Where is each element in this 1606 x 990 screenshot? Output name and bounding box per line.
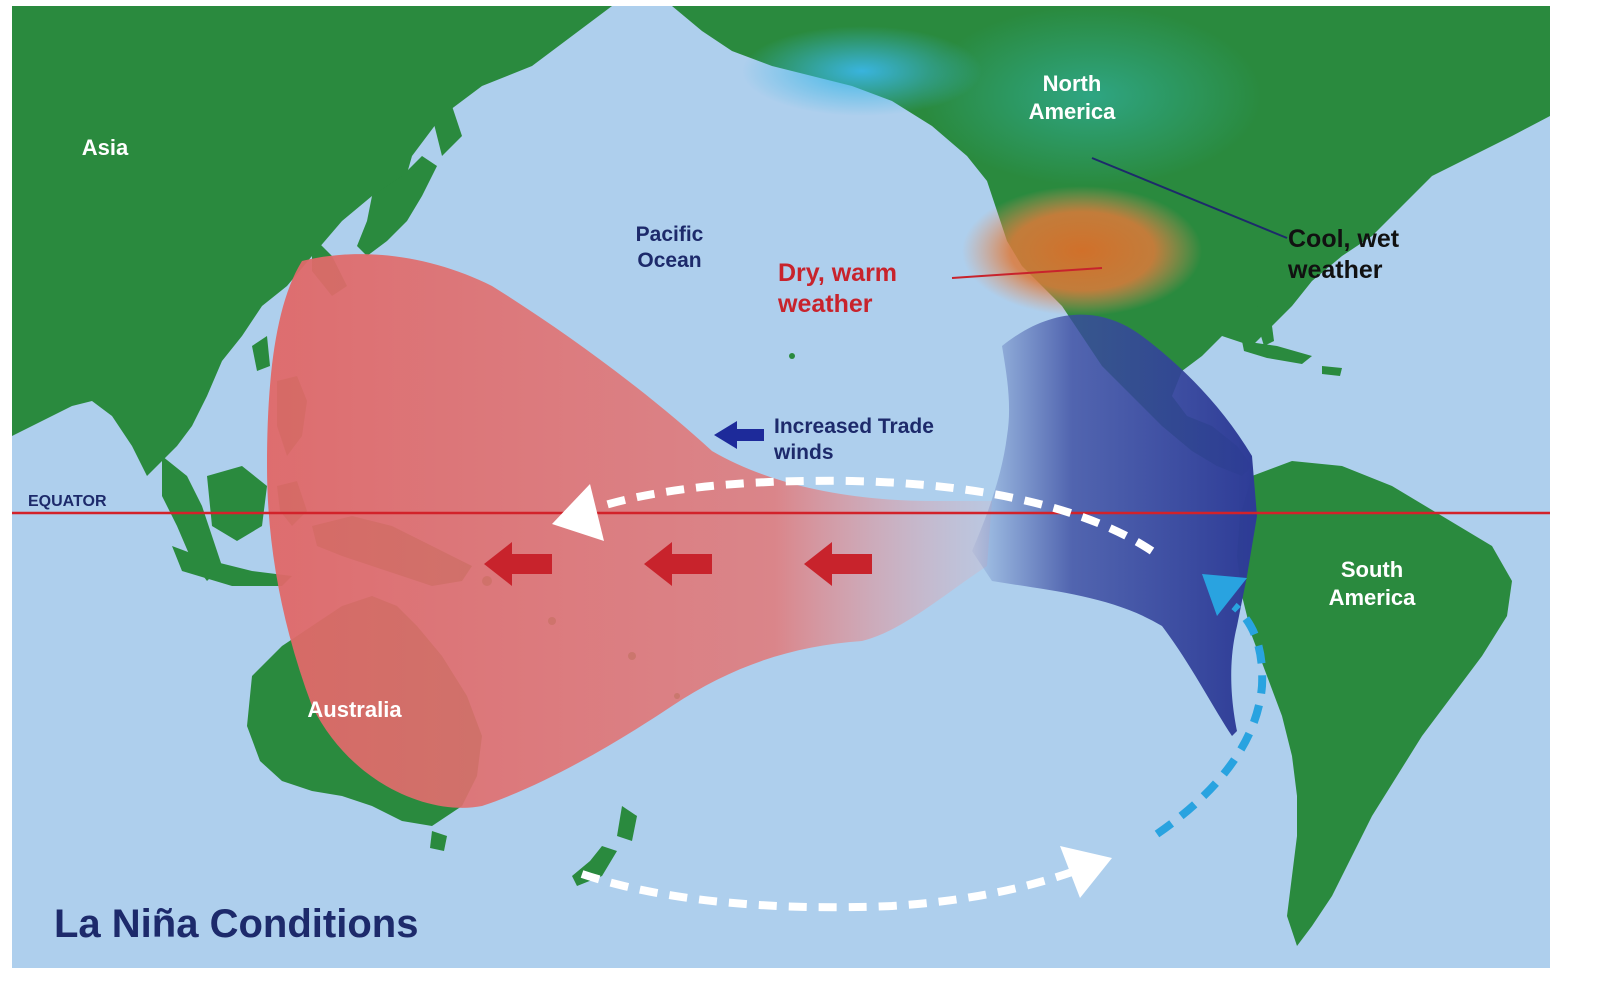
white-arrowhead-icon bbox=[552, 484, 604, 541]
label-australia: Australia bbox=[307, 697, 402, 722]
warm-water-pool bbox=[267, 254, 992, 808]
white-dashed-arrow-upper bbox=[600, 476, 1155, 555]
dry-warm-pointer bbox=[951, 267, 1103, 279]
label-south-america: South America bbox=[1328, 557, 1416, 610]
alaska-cool-zone bbox=[742, 26, 982, 116]
red-arrow-icon-group bbox=[484, 542, 872, 586]
red-arrow-icon bbox=[484, 542, 552, 586]
la-nina-map: Asia North America South America Austral… bbox=[12, 6, 1550, 968]
label-pacific-ocean: Pacific Ocean bbox=[635, 223, 704, 273]
map-title: La Niña Conditions bbox=[54, 902, 419, 946]
light-blue-dashed-arrow bbox=[1154, 602, 1267, 838]
white-arrowhead-icon bbox=[1060, 846, 1112, 898]
red-arrow-icon bbox=[804, 542, 872, 586]
light-blue-arrowhead-icon bbox=[1202, 574, 1247, 616]
south-america-landmass bbox=[1237, 461, 1512, 946]
label-north-america: North America bbox=[1028, 71, 1116, 124]
map-graphic bbox=[12, 6, 1550, 946]
label-dry-warm: Dry, warm weather bbox=[778, 259, 898, 319]
dry-warm-zone bbox=[962, 186, 1202, 316]
label-trade-winds: Increased Trade winds bbox=[774, 415, 934, 465]
cool-water-tongue bbox=[972, 314, 1257, 736]
red-arrow-icon bbox=[644, 542, 712, 586]
trade-wind-arrow-icon bbox=[714, 421, 764, 449]
label-cool-wet: Cool, wet weather bbox=[1288, 225, 1400, 285]
cool-wet-zone bbox=[922, 6, 1262, 186]
label-asia: Asia bbox=[81, 135, 129, 160]
white-dashed-arrow-lower bbox=[580, 868, 1074, 912]
cool-wet-pointer bbox=[1091, 157, 1288, 239]
label-equator: EQUATOR bbox=[28, 493, 107, 510]
